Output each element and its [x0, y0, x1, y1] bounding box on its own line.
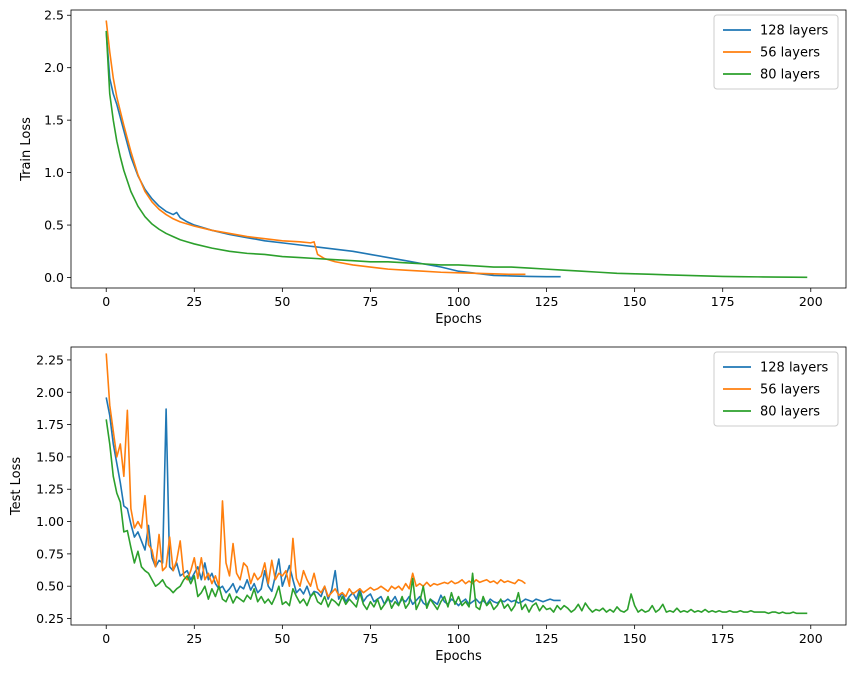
train-y-tick-label: 1.5 [44, 113, 64, 128]
test-y-axis-label: Test Loss [9, 457, 24, 516]
test-legend: 128 layers 56 layers 80 layers [713, 351, 839, 427]
train-x-tick-label: 150 [623, 294, 647, 309]
test-y-tick-label: 2.00 [36, 385, 64, 400]
train-y-tick-label: 2.0 [44, 60, 64, 75]
test-y-tick-label: 1.00 [36, 514, 64, 529]
train-series-line-128-layers [105, 30, 561, 278]
train-y-tick-label: 0.5 [44, 218, 64, 233]
train-y-tick-label: 1.0 [44, 165, 64, 180]
train-x-tick-label: 175 [711, 294, 735, 309]
test-x-tick-label: 100 [447, 631, 471, 646]
test-x-tick-label: 50 [274, 631, 290, 646]
train-x-tick-label: 75 [362, 294, 378, 309]
test-x-tick-label: 0 [102, 631, 110, 646]
train-legend: 128 layers 56 layers 80 layers [713, 14, 839, 90]
train-x-axis-label: Epochs [435, 312, 482, 327]
train-legend-label: 56 layers [760, 46, 820, 61]
test-x-tick-label: 200 [799, 631, 823, 646]
test-y-tick-label: 0.75 [36, 546, 64, 561]
train-legend-label: 80 layers [760, 68, 820, 83]
test-legend-label: 80 layers [760, 405, 820, 420]
train-loss-chart: 0 25 50 75 100 125 150 175 200 0.0 0.5 1.0 1.5 2.0 2.5… [19, 8, 847, 327]
test-x-axis-label: Epochs [435, 649, 482, 664]
train-x-tick-label: 125 [535, 294, 559, 309]
train-series-line-56-layers [105, 20, 526, 276]
test-loss-chart: 0 25 50 75 100 125 150 175 200 0.25 0.50 0.75 1.00 1.… [9, 346, 847, 664]
test-y-tick-label: 1.75 [36, 417, 64, 432]
test-legend-label: 56 layers [760, 383, 820, 398]
test-x-tick-label: 150 [623, 631, 647, 646]
test-x-tick-label: 125 [535, 631, 559, 646]
train-x-tick-label: 0 [102, 294, 110, 309]
test-y-tick-label: 1.50 [36, 449, 64, 464]
test-y-tick-label: 2.25 [36, 352, 64, 367]
test-plot-frame [70, 346, 847, 626]
test-x-tick-label: 75 [362, 631, 378, 646]
test-x-tick-label: 175 [711, 631, 735, 646]
train-x-tick-label: 50 [274, 294, 290, 309]
train-x-tick-label: 25 [186, 294, 202, 309]
test-series-line-56-layers [105, 353, 526, 598]
train-y-tick-label: 0.0 [44, 270, 64, 285]
test-y-tick-label: 0.25 [36, 611, 64, 626]
train-y-axis-label: Train Loss [19, 117, 34, 182]
test-series-line-128-layers [105, 397, 561, 607]
test-series-line-80-layers [105, 419, 808, 615]
train-legend-label: 128 layers [760, 24, 829, 39]
train-series-line-80-layers [105, 30, 808, 279]
test-y-tick-label: 0.50 [36, 579, 64, 594]
train-y-tick-label: 2.5 [44, 8, 64, 23]
test-y-tick-label: 1.25 [36, 482, 64, 497]
test-x-tick-label: 25 [186, 631, 202, 646]
test-legend-label: 128 layers [760, 361, 829, 376]
train-plot-frame [70, 9, 847, 289]
train-x-tick-label: 100 [447, 294, 471, 309]
train-x-tick-label: 200 [799, 294, 823, 309]
